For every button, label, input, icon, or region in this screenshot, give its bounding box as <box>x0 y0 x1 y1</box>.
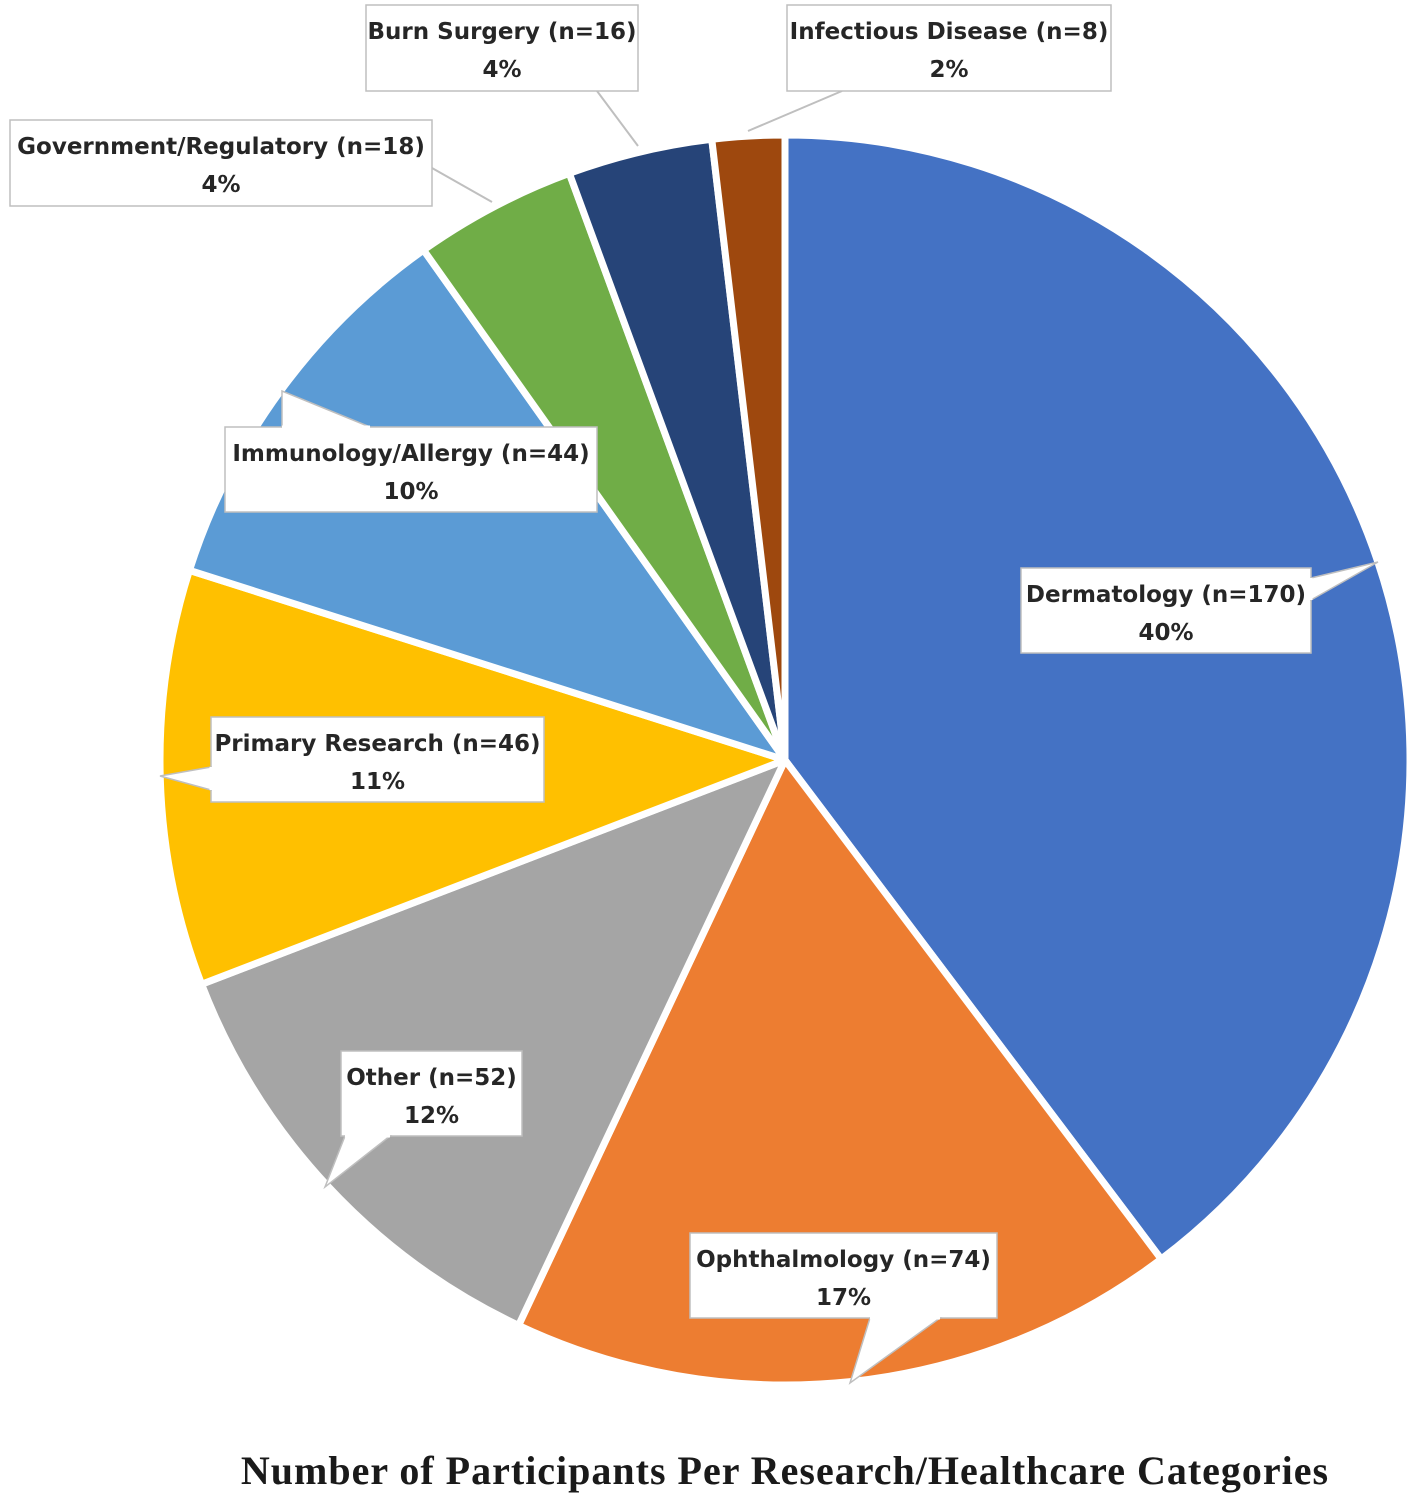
pie-slice-infectious-disease <box>708 131 789 764</box>
slice-percent-label: 17% <box>816 1285 871 1311</box>
slice-percent-label: 10% <box>383 479 438 505</box>
leader-line <box>431 167 493 203</box>
slice-percent-label: 40% <box>1138 620 1193 646</box>
slice-label: Government/Regulatory (n=18) <box>17 134 425 160</box>
slice-percent-label: 2% <box>929 57 968 83</box>
callout-ophthalmology: Ophthalmology (n=74) 17% <box>689 1232 998 1385</box>
slice-percent-label: 11% <box>350 769 405 795</box>
callout-primary-research: Primary Research (n=46) 11% <box>159 716 545 803</box>
callout-dermatology: Dermatology (n=170) 40% <box>1020 561 1379 654</box>
slice-percent-label: 12% <box>404 1103 459 1129</box>
slice-label: Other (n=52) <box>346 1065 517 1091</box>
slice-percent-label: 4% <box>482 57 521 83</box>
callout-box <box>1020 567 1312 654</box>
slice-label: Burn Surgery (n=16) <box>368 19 637 45</box>
callout-box <box>365 4 639 92</box>
callouts-layer: Dermatology (n=170) 40% Ophthalmology (n=7… <box>9 4 1379 1385</box>
callout-burn-surgery: Burn Surgery (n=16) 4% <box>365 4 639 147</box>
leader-line <box>747 90 843 132</box>
slice-label: Ophthalmology (n=74) <box>696 1247 991 1273</box>
slice-label: Immunology/Allergy (n=44) <box>232 441 589 467</box>
callout-other: Other (n=52) 12% <box>323 1050 523 1190</box>
callout-box <box>340 1050 523 1137</box>
slice-percent-label: 4% <box>201 172 240 198</box>
callout-box <box>786 4 1112 92</box>
callout-box <box>224 426 598 513</box>
callout-immunology-allergy: Immunology/Allergy (n=44) 10% <box>224 389 598 513</box>
slice-label: Primary Research (n=46) <box>214 731 540 757</box>
leader-line <box>596 90 639 147</box>
chart-title: Number of Participants Per Research/Heal… <box>241 1448 1329 1493</box>
callout-government-regulatory: Government/Regulatory (n=18) 4% <box>9 119 493 207</box>
pie-slice-ophthalmology <box>515 756 1165 1389</box>
callout-box <box>689 1232 998 1319</box>
callout-box <box>9 119 433 207</box>
slice-label: Dermatology (n=170) <box>1026 582 1306 608</box>
callout-box <box>210 716 545 803</box>
callout-infectious-disease: Infectious Disease (n=8) 2% <box>747 4 1112 132</box>
slice-label: Infectious Disease (n=8) <box>790 19 1109 45</box>
